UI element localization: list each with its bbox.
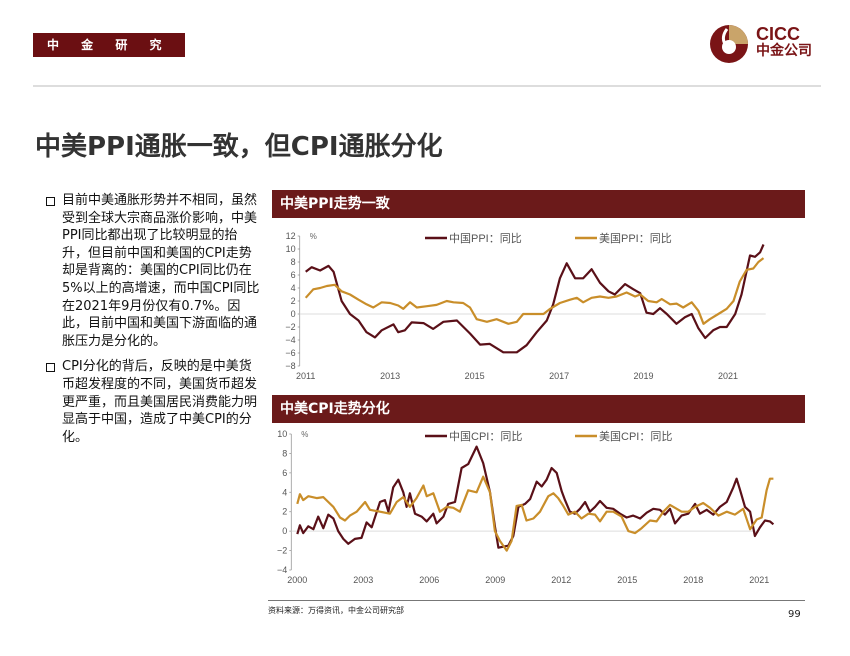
y-tick-label: 2: [291, 296, 296, 306]
bullet-item: CPI分化的背后，反映的是中美货币超发程度的不同，美国货币超发更严重，而且美国居…: [46, 358, 260, 446]
x-tick-label: 2003: [353, 575, 373, 585]
cpi-chart: 10 8 6 4 2 0 −2 −4% 2000 2003 2006 2009 2012 2015 2018…: [277, 429, 775, 585]
logo-en: CICC: [756, 24, 800, 44]
y-tick-label: −8: [285, 361, 295, 371]
y-tick-label: 10: [286, 244, 296, 254]
x-tick-label: 2013: [380, 371, 400, 381]
square-bullet-icon: [46, 363, 55, 373]
series-line-china: [305, 244, 765, 354]
logo-text: CICC 中金公司: [756, 24, 812, 60]
y-tick-label: −4: [285, 335, 295, 345]
legend-label: 美国PPI：同比: [599, 232, 672, 245]
x-tick-label: 2009: [485, 575, 505, 585]
y-tick-label: 4: [291, 283, 296, 293]
source-note: 资料来源：万得资讯，中金公司研究部: [268, 606, 404, 615]
bullet-item: 目前中美通胀形势并不相同，虽然受到全球大宗商品涨价影响，中美PPI同比都出现了比…: [46, 192, 260, 350]
y-tick-label: −2: [285, 322, 295, 332]
y-tick-label: 6: [291, 270, 296, 280]
y-tick-label: 2: [282, 507, 287, 517]
y-tick-label: 6: [282, 468, 287, 478]
y-unit-label: %: [301, 430, 308, 439]
x-tick-label: 2012: [551, 575, 571, 585]
bullet-text: 目前中美通胀形势并不相同，虽然受到全球大宗商品涨价影响，中美PPI同比都出现了比…: [62, 193, 260, 349]
legend-label: 美国CPI：同比: [599, 430, 672, 443]
y-tick-label: −4: [277, 565, 287, 575]
ppi-chart: 12 10 8 6 4 2 0 −2 −4 −6 −8% 2011 2013 2015 2017 2019 20…: [285, 231, 766, 381]
y-tick-label: 0: [291, 309, 296, 319]
y-tick-label: 10: [277, 429, 287, 439]
footer-divider: [268, 600, 805, 601]
ppi-chart-header: 中美PPI走势一致: [272, 190, 805, 218]
bullet-text: CPI分化的背后，反映的是中美货币超发程度的不同，美国货币超发更严重，而且美国居…: [62, 359, 258, 445]
x-tick-label: 2021: [718, 371, 738, 381]
x-tick-label: 2015: [465, 371, 485, 381]
x-tick-label: 2017: [549, 371, 569, 381]
square-bullet-icon: [46, 197, 55, 206]
department-label: 中 金 研 究 部: [33, 33, 185, 76]
page-number: 99: [788, 609, 801, 620]
series-line-china: [296, 445, 775, 549]
x-tick-label: 2019: [634, 371, 654, 381]
series-line-us: [296, 475, 774, 552]
logo-cn: 中金公司: [756, 43, 812, 59]
x-tick-label: 2021: [749, 575, 769, 585]
bullet-list: 目前中美通胀形势并不相同，虽然受到全球大宗商品涨价影响，中美PPI同比都出现了比…: [46, 192, 260, 454]
y-tick-label: 12: [286, 231, 296, 241]
y-unit-label: %: [310, 232, 317, 241]
y-tick-label: 0: [282, 526, 287, 536]
y-tick-label: 4: [282, 487, 287, 497]
page-title: 中美PPI通胀一致，但CPI通胀分化: [35, 132, 443, 162]
x-tick-label: 2015: [617, 575, 637, 585]
x-tick-label: 2018: [683, 575, 703, 585]
y-tick-label: 8: [291, 257, 296, 267]
cpi-chart-header: 中美CPI走势分化: [272, 395, 805, 423]
header-divider: [33, 85, 821, 87]
y-tick-label: −6: [285, 348, 295, 358]
cicc-logo-icon: [710, 25, 748, 63]
y-tick-label: −2: [277, 546, 287, 556]
legend-label: 中国CPI：同比: [449, 430, 522, 443]
x-tick-label: 2006: [419, 575, 439, 585]
series-line-us: [304, 257, 765, 325]
x-tick-label: 2000: [287, 575, 307, 585]
x-tick-label: 2011: [296, 371, 315, 381]
y-tick-label: 8: [282, 448, 287, 458]
legend-label: 中国PPI：同比: [449, 232, 522, 245]
